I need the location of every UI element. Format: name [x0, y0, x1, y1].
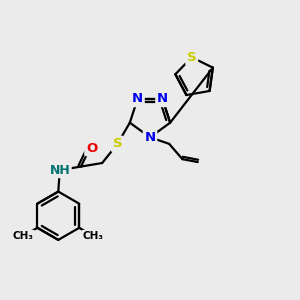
Text: N: N [144, 131, 156, 144]
Text: O: O [86, 142, 97, 154]
Text: NH: NH [50, 164, 70, 177]
Text: S: S [113, 137, 122, 150]
Text: N: N [132, 92, 143, 106]
Text: S: S [187, 51, 196, 64]
Text: CH₃: CH₃ [83, 231, 104, 241]
Text: N: N [157, 92, 168, 106]
Text: CH₃: CH₃ [13, 231, 34, 241]
